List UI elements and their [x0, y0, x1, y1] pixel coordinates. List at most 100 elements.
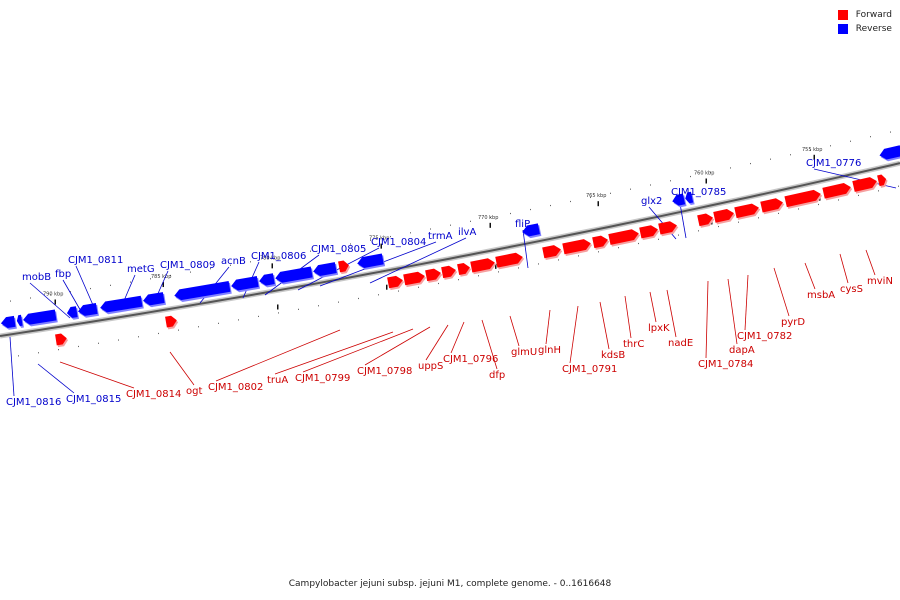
major-tick: [386, 284, 388, 290]
arrow-body: [639, 225, 658, 239]
tick-dot: [778, 212, 779, 215]
leader-line: [62, 279, 83, 314]
forward-gene-arrow: [441, 265, 458, 280]
tick-dot: [870, 136, 871, 138]
tick-dot: [798, 208, 799, 210]
gene-label: CJM1_0798: [357, 366, 412, 377]
leader-line: [425, 324, 449, 361]
gene-label: lpxK: [648, 323, 670, 334]
gene-label: glnH: [538, 345, 561, 356]
gene-label: pyrD: [781, 317, 805, 328]
tick-dot: [578, 255, 579, 257]
gene-label: msbA: [807, 290, 835, 301]
tick-dot: [498, 271, 499, 273]
tick-dot: [490, 216, 491, 219]
gene-label: CJM1_0816: [6, 397, 61, 408]
leader-line: [169, 351, 195, 386]
tick-dot: [450, 224, 451, 226]
arrow-body: [66, 306, 78, 318]
tick-dot: [118, 339, 119, 341]
tick-dot: [150, 278, 151, 280]
tick-dot: [190, 271, 191, 273]
tick-dot: [50, 294, 51, 296]
tick-dot: [638, 242, 639, 245]
leader-line: [649, 291, 657, 323]
arrow-body: [143, 292, 165, 306]
tick-dot: [750, 162, 751, 165]
arrow-body: [734, 203, 759, 219]
leader-line: [37, 363, 75, 394]
reverse-gene-arrow: [143, 292, 166, 308]
reverse-gene-arrow: [522, 223, 542, 239]
legend-forward-label: Forward: [855, 10, 892, 20]
arrow-body: [760, 198, 783, 213]
tick-dot: [210, 268, 211, 270]
leader-line: [297, 247, 380, 291]
tick-dot: [98, 342, 99, 344]
gene-label: CJM1_0791: [562, 364, 617, 375]
reverse-gene-arrow: [16, 314, 24, 328]
tick-dot: [810, 149, 811, 151]
tick-dot: [458, 279, 459, 281]
legend-reverse-label: Reverse: [855, 24, 892, 34]
arrow-body: [231, 276, 259, 291]
tick-dot: [298, 308, 299, 310]
leader-line: [773, 267, 790, 317]
tick-dot: [370, 239, 371, 241]
gene-label: truA: [267, 375, 288, 386]
gene-label: CJM1_0806: [251, 251, 306, 262]
gene-label: CJM1_0809: [160, 260, 215, 271]
forward-gene-arrow: [713, 208, 736, 225]
forward-gene-arrow: [592, 235, 610, 250]
reverse-gene-arrow: [66, 306, 79, 320]
forward-gene-arrow: [425, 268, 443, 283]
leader-line: [29, 282, 71, 319]
tick-dot: [250, 261, 251, 263]
leader-line: [624, 295, 632, 339]
tick-dot: [570, 200, 571, 203]
gene-label: CJM1_0804: [371, 237, 426, 248]
gene-label: acnB: [221, 256, 246, 267]
legend-forward: Forward: [837, 8, 892, 22]
tick-dot: [858, 194, 859, 197]
arrow-body: [592, 235, 608, 249]
tick-dot: [178, 329, 179, 331]
tick-dot: [538, 263, 539, 265]
tick-dot: [338, 301, 339, 303]
reverse-gene-arrow: [357, 253, 386, 270]
reverse-gene-arrow: [231, 276, 261, 293]
scale-label: 780 kbp: [260, 255, 280, 261]
arrow-body: [562, 239, 591, 255]
reverse-gene-arrow: [174, 280, 232, 302]
gene-label: CJM1_0811: [68, 255, 123, 266]
arrow-body: [822, 183, 851, 199]
tick-dot: [130, 281, 131, 283]
leader-line: [804, 262, 816, 290]
leader-line: [450, 321, 465, 354]
arrow-body: [784, 189, 821, 208]
gene-label: CJM1_0796: [443, 354, 498, 365]
tick-dot: [158, 332, 159, 335]
tick-dot: [550, 204, 551, 207]
gene-label: CJM1_0799: [295, 373, 350, 384]
gene-label: mobB: [22, 272, 51, 283]
arrow-body: [658, 221, 677, 235]
leader-line: [369, 237, 467, 284]
major-tick: [597, 201, 599, 207]
forward-gene-arrow: [658, 221, 679, 237]
forward-gene-arrow: [784, 189, 823, 209]
arrow-body: [542, 245, 561, 259]
reverse-gene-arrow: [0, 315, 17, 330]
tick-dot: [898, 185, 899, 187]
arrow-body: [470, 258, 495, 273]
major-tick: [495, 263, 497, 269]
reverse-gene-arrow: [685, 191, 695, 206]
arrow-body: [441, 265, 456, 279]
arrow-body: [275, 266, 313, 283]
tick-dot: [718, 225, 719, 228]
tick-dot: [630, 188, 631, 190]
leader-line: [705, 280, 709, 359]
tick-dot: [170, 274, 171, 277]
arrow-body: [338, 260, 349, 273]
